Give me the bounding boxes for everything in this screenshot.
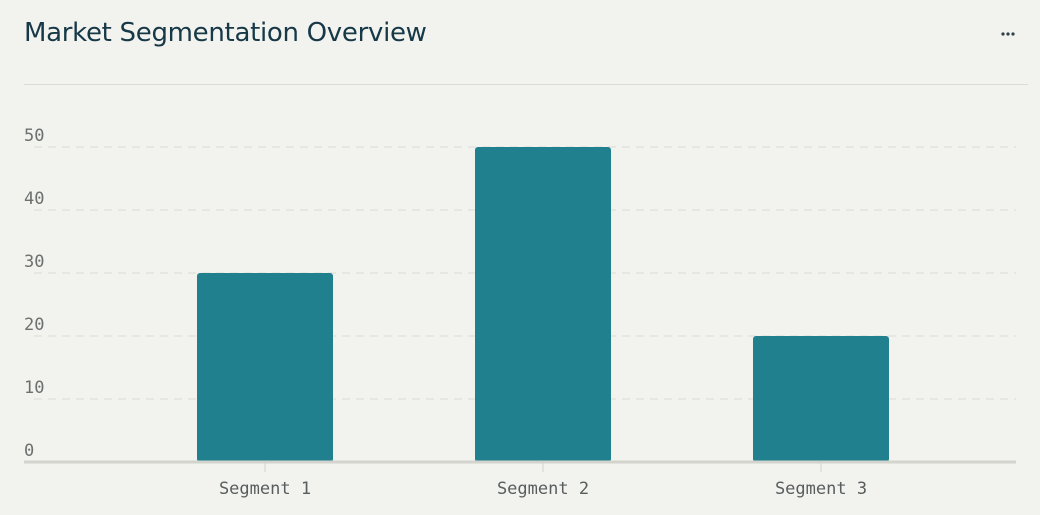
y-tick-label: 50 [24, 126, 44, 146]
more-options-button[interactable] [996, 22, 1020, 46]
x-tick-label: Segment 2 [497, 479, 589, 499]
chart-title: Market Segmentation Overview [24, 18, 427, 48]
card-header: Market Segmentation Overview [24, 16, 1028, 56]
bar-segment-3[interactable] [753, 336, 889, 462]
bar-segment-2[interactable] [475, 147, 611, 462]
more-horizontal-icon [1001, 32, 1015, 36]
x-axis-ticks: Segment 1 Segment 2 Segment 3 [219, 462, 867, 499]
y-tick-label: 10 [24, 378, 44, 398]
y-tick-label: 40 [24, 189, 44, 209]
chart-svg: 0 10 20 30 40 50 Segment 1 Segment 2 Segment 3 [24, 126, 1016, 499]
header-divider [24, 84, 1028, 85]
y-tick-label: 20 [24, 315, 44, 335]
bar-chart: 0 10 20 30 40 50 Segment 1 Segment 2 Segment 3 [0, 100, 1040, 515]
y-tick-label: 0 [24, 441, 34, 461]
x-tick-label: Segment 1 [219, 479, 311, 499]
y-tick-label: 30 [24, 252, 44, 272]
bar-segment-1[interactable] [197, 273, 333, 462]
x-tick-label: Segment 3 [775, 479, 867, 499]
y-axis-ticks: 0 10 20 30 40 50 [24, 126, 44, 461]
bars [197, 147, 889, 462]
